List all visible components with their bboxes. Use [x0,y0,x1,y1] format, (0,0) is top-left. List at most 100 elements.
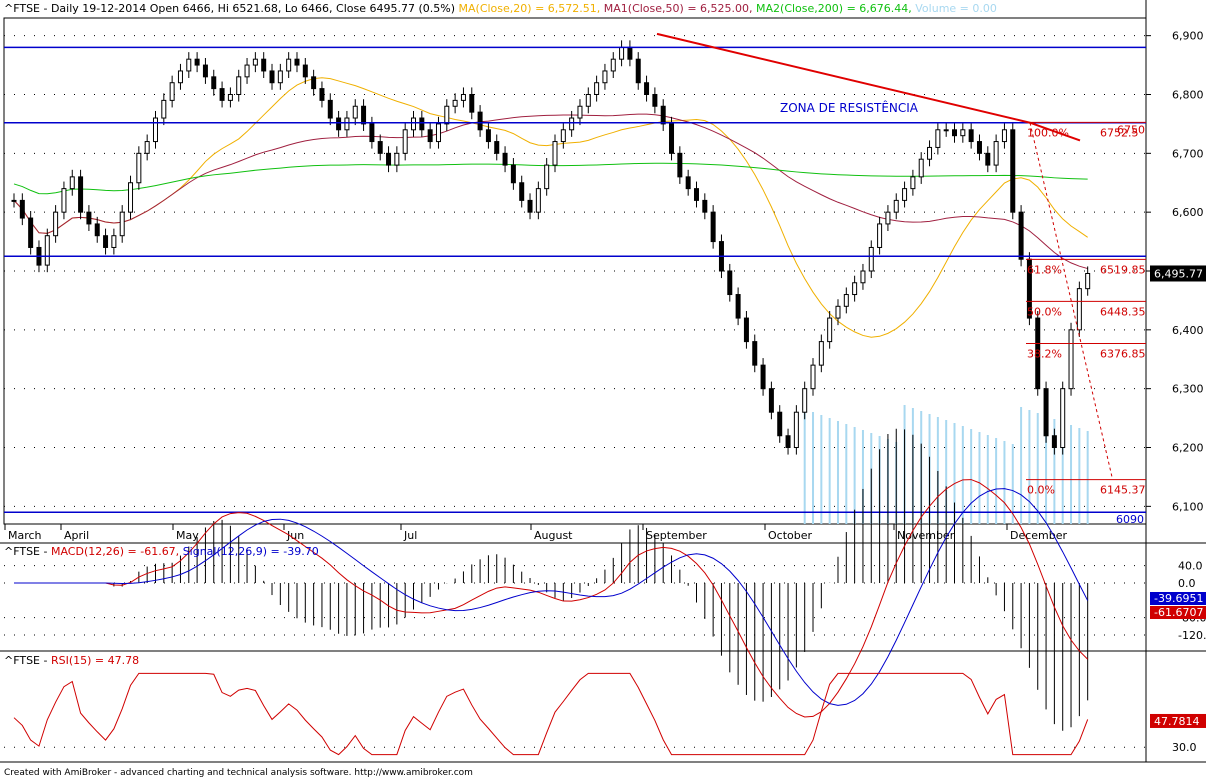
candle-body [743,317,749,343]
candle-body [893,199,899,213]
fib-diagonal [1029,122,1113,478]
candle-body [394,152,400,166]
candle-body [660,105,666,125]
candle-body [319,88,325,101]
candle-body [976,141,982,154]
candle-body [477,111,483,131]
candle-body [427,129,433,143]
candle-body [835,305,841,319]
candle-body [902,188,908,201]
price-tick-label: 6,800 [1172,88,1204,101]
candle-body [968,129,974,143]
candle-body [227,93,233,101]
header-ma20: MA(Close,20) = 6,572.51, [458,2,601,15]
candle-body [86,211,92,225]
candle-body [111,235,117,248]
month-label: November [897,529,955,542]
candle-body [943,129,949,132]
candle-body [286,58,292,72]
candle-body [685,176,691,190]
macd-badge: -61.6707 [1154,606,1203,619]
candle-body [602,70,608,84]
candle-body [627,46,633,60]
candle-body [1018,211,1024,260]
candle-body [802,388,808,413]
candle-body [860,270,866,284]
candle-body [927,146,933,160]
fib-pct-label: 100.0% [1027,126,1069,139]
candle-body [494,141,500,154]
candle-body [610,58,616,72]
candle-body [594,82,600,95]
candle-body [1060,388,1066,449]
price-tick-label: 6,200 [1172,442,1204,455]
candle-body [693,188,699,201]
price-tick-label: 6,400 [1172,324,1204,337]
candle-body [644,82,650,95]
candle-body [327,99,333,119]
candle-body [1085,272,1091,290]
candle-body [419,117,425,131]
candle-body [411,117,417,131]
candle-body [19,199,25,219]
fib-value-label: 6448.35 [1100,305,1146,318]
candle-body [752,341,758,366]
rsi-badge-bg [1150,713,1206,728]
month-label: August [534,529,573,542]
candle-body [852,282,858,296]
candle-body [710,211,716,243]
candle-body [619,46,625,60]
candle-body [402,129,408,154]
ma50-line [13,113,1088,270]
candle-body [1068,329,1074,390]
candle-body [827,317,833,343]
candle-body [985,152,991,166]
signal-label: Signal(12,26,9) = -39.70 [182,545,319,558]
candle-body [69,176,75,190]
fib-pct-label: 0.0% [1027,484,1055,497]
month-label: Jul [403,529,417,542]
candle-body [535,188,541,213]
header-volume: Volume = 0.00 [915,2,997,15]
candle-body [760,364,766,390]
ma20-line [13,77,1088,338]
candle-body [435,123,441,143]
candle-body [460,93,466,101]
candle-body [1043,388,1049,437]
macd-header: ^FTSE - MACD(12,26) = -61.67, Signal(12,… [4,545,319,558]
candle-body [361,105,367,125]
fib-value-label: 6376.85 [1100,347,1146,360]
resistance-zone-label: ZONA DE RESISTÊNCIA [780,100,919,115]
candle-body [144,141,150,154]
candle-body [177,70,183,84]
candle-body [1035,317,1041,390]
candle-body [294,58,300,66]
candle-body [635,58,641,84]
candle-body [552,141,558,166]
candle-body [202,64,208,78]
candle-body [311,76,317,90]
candle-body [53,211,59,237]
macd-line [14,479,1089,718]
signal-badge: -39.6951 [1154,592,1203,605]
candle-body [785,435,791,449]
candle-body [186,58,192,72]
candle-body [677,152,683,178]
price-tick-label: 6,100 [1172,500,1204,513]
candle-body [877,223,883,248]
candle-body [94,223,100,237]
candle-body [211,76,217,90]
candle-body [993,141,999,166]
candle-body [103,235,109,248]
candle-body [128,182,134,213]
candle-body [910,176,916,190]
candle-body [485,129,491,143]
candle-body [277,70,283,84]
rsi-prefix: ^FTSE - [4,654,51,667]
fib-value-label: 6752.5 [1100,126,1139,139]
price-tick-label: 6,700 [1172,147,1204,160]
fib-value-label: 6145.37 [1100,484,1146,497]
candle-body [1076,288,1082,331]
candle-body [469,93,475,113]
